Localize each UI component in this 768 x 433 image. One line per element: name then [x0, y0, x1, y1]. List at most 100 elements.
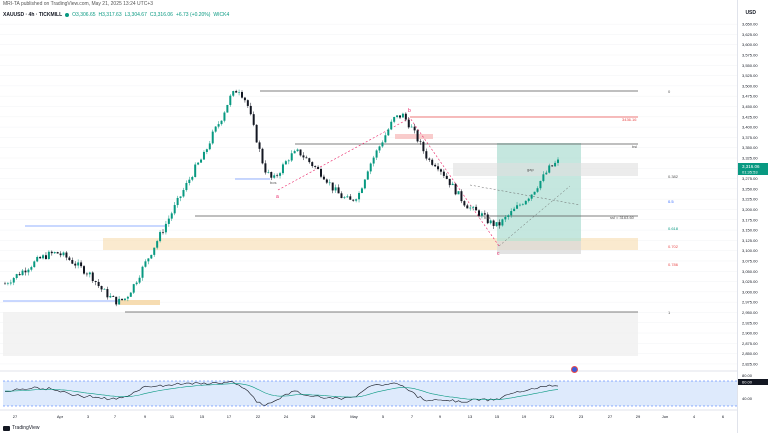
- candle-body: [437, 166, 440, 170]
- candle-body: [220, 120, 223, 125]
- candle-body: [518, 204, 521, 206]
- candle-body: [12, 278, 15, 283]
- candle-body: [68, 257, 71, 260]
- time-tick: 11: [170, 414, 175, 419]
- candle-body: [208, 143, 211, 150]
- currency-label: USD: [745, 10, 756, 16]
- price-tick: 3,325.00: [742, 155, 758, 160]
- price-tick: 3,150.00: [742, 228, 758, 233]
- candle-body: [267, 172, 270, 173]
- candle-body: [399, 115, 401, 118]
- candle-body: [179, 196, 182, 198]
- candle-body: [407, 119, 410, 128]
- candle-body: [188, 179, 191, 183]
- candle-body: [56, 252, 59, 254]
- candle-body: [30, 267, 33, 270]
- candle-body: [156, 241, 159, 248]
- time-tick: 27: [608, 414, 613, 419]
- candle-body: [135, 282, 138, 285]
- price-tick: 3,100.00: [742, 248, 758, 253]
- price-tick: 3,625.00: [742, 32, 758, 37]
- candle-body: [469, 207, 472, 209]
- candle-body: [527, 198, 530, 201]
- candle-body: [381, 142, 384, 147]
- candle-body: [123, 298, 126, 300]
- price-axis-panel[interactable]: [737, 0, 768, 433]
- price-tick: 3,475.00: [742, 94, 758, 99]
- candle-body: [366, 171, 369, 180]
- time-tick: May: [350, 414, 358, 419]
- candle-body: [536, 188, 539, 192]
- candle-body: [176, 197, 179, 206]
- candle-body: [42, 255, 45, 259]
- current-price-countdown: 01:35:53: [742, 170, 758, 175]
- time-tick: 29: [636, 414, 641, 419]
- candle-body: [445, 175, 448, 179]
- candle-body: [539, 180, 542, 189]
- symbol-legend[interactable]: XAUUSD · 4h · TICKMILL O3,306.65 H3,317.…: [3, 11, 229, 19]
- candle-body: [109, 295, 112, 298]
- candle-body: [410, 126, 413, 128]
- time-tick: 9: [144, 414, 147, 419]
- target-zone[interactable]: [497, 143, 581, 241]
- candle-body: [194, 164, 197, 178]
- us-flag-icon[interactable]: [571, 366, 578, 373]
- candle-body: [287, 160, 290, 162]
- candle-body: [416, 130, 419, 142]
- candle-body: [328, 182, 331, 184]
- candle-body: [533, 191, 536, 195]
- candle-body: [62, 252, 65, 256]
- time-tick: 23: [579, 414, 584, 419]
- candle-body: [460, 191, 463, 202]
- candle-body: [501, 219, 504, 226]
- candle-body: [126, 296, 129, 299]
- triangle-lower[interactable]: [498, 185, 571, 247]
- bos-label-2: bos: [484, 215, 490, 220]
- candle-body: [153, 247, 156, 255]
- candle-body: [475, 206, 478, 211]
- price-tick: 3,425.00: [742, 114, 758, 119]
- candle-body: [492, 220, 495, 226]
- candle-body: [431, 159, 434, 165]
- ssl-label: ssl = 3163.60: [610, 215, 635, 220]
- candle-body: [88, 272, 91, 275]
- candle-body: [232, 91, 235, 96]
- price-tick: 3,000.00: [742, 289, 758, 294]
- rsi-line[interactable]: [5, 381, 559, 406]
- time-tick: Apr: [57, 414, 64, 419]
- time-tick: 13: [468, 414, 473, 419]
- current-price-tag: [738, 163, 768, 175]
- time-tick: 28: [311, 414, 316, 419]
- candle-body: [425, 151, 428, 159]
- candle-body: [442, 171, 445, 176]
- legend-extra: WICK4: [213, 12, 230, 18]
- tradingview-footer[interactable]: TradingView: [3, 425, 40, 431]
- fib-1: 1: [668, 310, 671, 315]
- candle-body: [185, 182, 188, 191]
- candle-body: [498, 222, 501, 226]
- candle-body: [249, 105, 252, 115]
- candle-body: [138, 277, 141, 283]
- candle-body: [472, 206, 475, 208]
- candle-body: [255, 124, 258, 143]
- candle-body: [320, 169, 322, 177]
- candle-body: [358, 192, 361, 200]
- time-axis[interactable]: 27 Apr 3 7 9 11 15 17 22 24 28 May 5 7 9 13 15 19 21 23 27 29…: [13, 414, 725, 419]
- symbol-label[interactable]: XAUUSD · 4h · TICKMILL: [3, 12, 63, 18]
- ohlc-open: O3,306.65: [72, 12, 96, 18]
- stop-zone[interactable]: [497, 241, 581, 254]
- candle-body: [340, 193, 343, 199]
- candle-body: [439, 169, 442, 172]
- price-tick: 3,200.00: [742, 207, 758, 212]
- candle-body: [325, 179, 328, 183]
- triangle-upper[interactable]: [469, 184, 581, 206]
- candle-body: [305, 157, 308, 159]
- price-tick: 3,400.00: [742, 125, 758, 130]
- candle-body: [463, 201, 466, 206]
- candle-body: [33, 261, 36, 268]
- candle-body: [71, 259, 74, 264]
- candle-body: [279, 173, 282, 176]
- fvg-zone: [453, 163, 638, 176]
- candle-body: [85, 273, 88, 275]
